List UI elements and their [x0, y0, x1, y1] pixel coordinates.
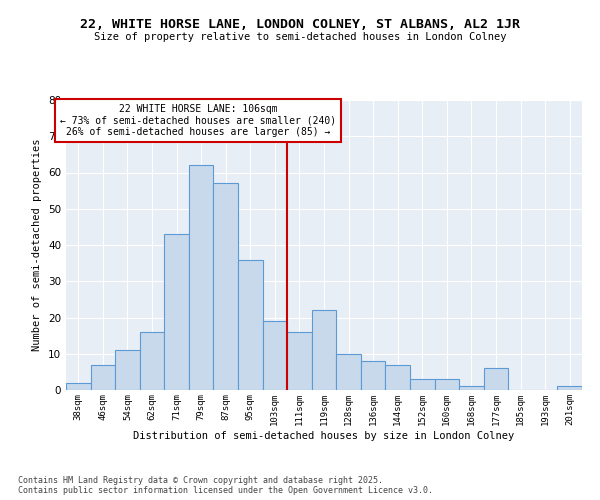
Bar [484, 368, 508, 390]
Y-axis label: Number of semi-detached properties: Number of semi-detached properties [32, 138, 43, 352]
Bar [312, 310, 336, 390]
Text: 22, WHITE HORSE LANE, LONDON COLNEY, ST ALBANS, AL2 1JR: 22, WHITE HORSE LANE, LONDON COLNEY, ST … [80, 18, 520, 30]
Bar [385, 364, 410, 390]
Bar [115, 350, 140, 390]
X-axis label: Distribution of semi-detached houses by size in London Colney: Distribution of semi-detached houses by … [133, 430, 515, 440]
Bar [238, 260, 263, 390]
Bar [140, 332, 164, 390]
Text: Contains HM Land Registry data © Crown copyright and database right 2025.
Contai: Contains HM Land Registry data © Crown c… [18, 476, 433, 495]
Bar [361, 361, 385, 390]
Bar [434, 379, 459, 390]
Bar [189, 165, 214, 390]
Bar [66, 383, 91, 390]
Bar [263, 321, 287, 390]
Bar [459, 386, 484, 390]
Text: Size of property relative to semi-detached houses in London Colney: Size of property relative to semi-detach… [94, 32, 506, 42]
Bar [410, 379, 434, 390]
Bar [287, 332, 312, 390]
Text: 22 WHITE HORSE LANE: 106sqm
← 73% of semi-detached houses are smaller (240)
26% : 22 WHITE HORSE LANE: 106sqm ← 73% of sem… [60, 104, 336, 137]
Bar [557, 386, 582, 390]
Bar [336, 354, 361, 390]
Bar [91, 364, 115, 390]
Bar [164, 234, 189, 390]
Bar [214, 184, 238, 390]
